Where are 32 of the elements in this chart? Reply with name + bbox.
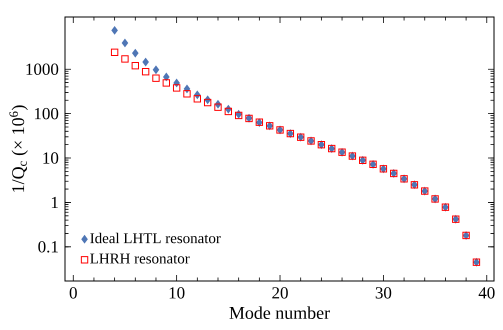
point xyxy=(132,49,138,58)
point xyxy=(152,66,160,74)
point xyxy=(142,58,149,66)
point xyxy=(110,48,118,56)
x-axis-title: Mode number xyxy=(229,306,330,319)
y-axis-title: 1/Q$_{c}$ (× 10$^{6}$) xyxy=(9,105,28,192)
y-tick-label: 100 xyxy=(34,108,58,120)
point xyxy=(194,95,202,103)
point xyxy=(122,38,128,48)
point xyxy=(121,55,129,63)
x-tick-label: 40 xyxy=(478,287,495,299)
point xyxy=(132,62,139,70)
point xyxy=(204,98,212,106)
x-tick-label: 10 xyxy=(170,287,184,299)
x-tick-label: 30 xyxy=(376,287,392,299)
point xyxy=(214,103,222,111)
y-tick-label: 1 xyxy=(52,196,58,208)
point xyxy=(142,68,150,76)
y-tick-label: 0.1 xyxy=(38,241,58,253)
x-tick-label: 20 xyxy=(272,287,288,299)
legend-label: Ideal LHTL resonator xyxy=(90,232,221,244)
point xyxy=(172,84,180,92)
y-tick-label: 1000 xyxy=(26,64,58,75)
point xyxy=(224,108,232,116)
point xyxy=(163,72,170,82)
point xyxy=(111,26,118,34)
point xyxy=(183,90,191,98)
x-tick-label: 0 xyxy=(70,287,77,299)
point xyxy=(162,79,170,87)
legend-label: LHRH resonator xyxy=(90,254,190,264)
y-tick-label: 10 xyxy=(43,152,58,164)
point xyxy=(152,74,160,82)
